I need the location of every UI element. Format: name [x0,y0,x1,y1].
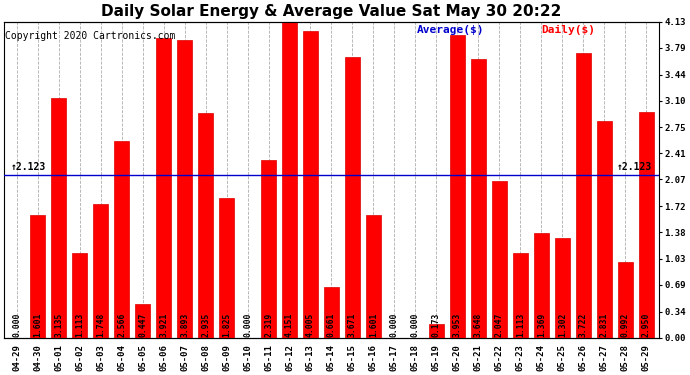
Text: 0.000: 0.000 [12,313,21,337]
Text: 0.000: 0.000 [411,313,420,337]
Text: 2.319: 2.319 [264,313,273,337]
Bar [219,198,234,338]
Text: 1.302: 1.302 [558,313,566,337]
Bar [513,252,528,338]
Bar [597,121,612,338]
Text: 2.566: 2.566 [117,313,126,337]
Text: 3.893: 3.893 [180,313,189,337]
Bar [114,141,129,338]
Text: ↑2.123: ↑2.123 [617,162,652,172]
Bar [555,238,570,338]
Bar [366,215,381,338]
Bar [345,57,360,338]
Bar [198,113,213,338]
Text: 3.648: 3.648 [474,313,483,337]
Bar [93,204,108,338]
Text: 3.722: 3.722 [579,313,588,337]
Bar [156,38,171,338]
Bar [51,98,66,338]
Bar [450,35,465,338]
Text: 3.953: 3.953 [453,313,462,337]
Text: 1.113: 1.113 [516,313,525,337]
Bar [72,252,87,338]
Text: 3.135: 3.135 [55,313,63,337]
Bar [303,31,318,338]
Bar [639,112,653,338]
Text: 0.661: 0.661 [327,313,336,337]
Title: Daily Solar Energy & Average Value Sat May 30 20:22: Daily Solar Energy & Average Value Sat M… [101,4,562,19]
Text: 1.825: 1.825 [222,313,231,337]
Text: 1.601: 1.601 [369,313,378,337]
Text: 1.369: 1.369 [537,313,546,337]
Text: 1.748: 1.748 [96,313,105,337]
Text: 0.992: 0.992 [621,313,630,337]
Bar [135,303,150,338]
Text: 2.831: 2.831 [600,313,609,337]
Text: Daily($): Daily($) [541,25,595,35]
Text: 1.113: 1.113 [75,313,84,337]
Text: 3.671: 3.671 [348,313,357,337]
Text: 2.047: 2.047 [495,313,504,337]
Bar [30,215,46,338]
Bar [177,40,192,338]
Bar [282,20,297,338]
Text: 3.921: 3.921 [159,313,168,337]
Text: 0.173: 0.173 [432,313,441,337]
Bar [492,181,507,338]
Text: 0.000: 0.000 [243,313,252,337]
Bar [324,287,339,338]
Bar [575,53,591,338]
Text: 4.151: 4.151 [285,313,294,337]
Bar [534,233,549,338]
Text: ↑2.123: ↑2.123 [11,162,46,172]
Text: 4.005: 4.005 [306,313,315,337]
Text: 0.000: 0.000 [390,313,399,337]
Text: Average($): Average($) [417,25,484,35]
Text: 2.935: 2.935 [201,313,210,337]
Text: 1.601: 1.601 [33,313,42,337]
Text: 0.447: 0.447 [138,313,147,337]
Bar [261,160,276,338]
Bar [471,58,486,338]
Text: 2.950: 2.950 [642,313,651,337]
Text: Copyright 2020 Cartronics.com: Copyright 2020 Cartronics.com [6,31,176,41]
Bar [428,324,444,338]
Bar [618,262,633,338]
